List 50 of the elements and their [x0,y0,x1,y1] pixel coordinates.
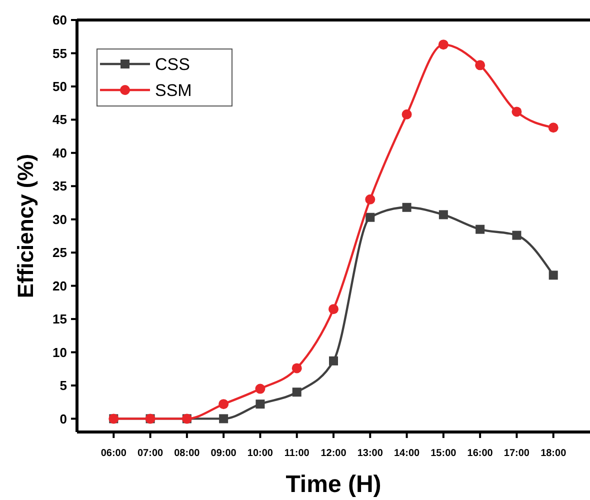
point [329,356,338,366]
point [512,106,522,117]
point [328,304,338,314]
x-tick-label: 17:00 [504,448,530,459]
point [219,414,228,424]
y-tick-label: 5 [60,378,67,394]
x-tick-label: 15:00 [430,448,457,459]
point [476,224,485,234]
point [548,270,558,280]
x-tick-label: 13:00 [357,448,384,459]
x-tick-label: 11:00 [284,448,310,459]
y-tick-label: 60 [52,12,67,28]
x-tick-label: 14:00 [394,448,420,459]
point [548,122,558,133]
x-tick-label: 10:00 [247,448,274,459]
x-tick-label: 07:00 [137,448,164,459]
y-tick-label: 50 [52,79,67,94]
y-axis-title: Efficiency (%) [13,154,38,298]
point [402,202,412,212]
x-tick-label: 09:00 [210,448,237,459]
y-tick-label: 35 [52,178,67,194]
y-tick-label: 20 [52,278,67,294]
point [438,40,448,50]
x-tick-label: 12:00 [320,448,347,459]
x-tick-label: 16:00 [467,448,494,459]
y-tick-label: 55 [52,46,67,61]
point [366,212,375,222]
x-tick-label: 06:00 [100,448,127,459]
point [402,109,412,120]
x-tick-label: 08:00 [174,448,200,459]
point [292,363,302,374]
point [365,194,376,204]
point [292,388,302,397]
x-tick-label: 18:00 [540,448,567,459]
legend-label: CSS [155,54,190,74]
point [218,399,229,410]
y-tick-label: 0 [60,411,67,426]
point [512,230,522,240]
y-tick-label: 10 [52,344,67,360]
point [438,210,448,220]
y-tick-label: 30 [52,212,67,227]
y-tick-label: 15 [52,312,67,327]
point [475,60,486,70]
y-tick-label: 25 [52,245,67,260]
y-tick-label: 40 [52,145,67,160]
legend-label: SSM [155,80,192,100]
point [256,400,265,409]
y-tick-label: 45 [52,112,67,128]
point [255,384,266,394]
x-axis-title: Time (H) [286,471,382,498]
